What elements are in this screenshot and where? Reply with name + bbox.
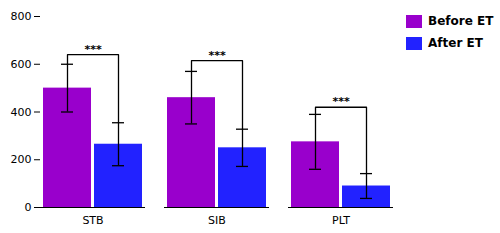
svg-text:800: 800 — [11, 10, 32, 23]
svg-text:STB: STB — [82, 214, 103, 227]
svg-text:400: 400 — [11, 106, 32, 119]
svg-text:***: *** — [84, 43, 102, 56]
html-text:After ET: After ET — [428, 36, 483, 50]
svg-text:***: *** — [208, 49, 226, 62]
html-text:Before ET: Before ET — [428, 14, 494, 28]
svg-text:PLT: PLT — [332, 214, 350, 227]
svg-text:SIB: SIB — [208, 214, 226, 227]
svg-text:***: *** — [332, 95, 350, 108]
svg-text:0: 0 — [25, 201, 32, 214]
svg-text:600: 600 — [11, 58, 32, 71]
svg-text:200: 200 — [11, 153, 32, 166]
